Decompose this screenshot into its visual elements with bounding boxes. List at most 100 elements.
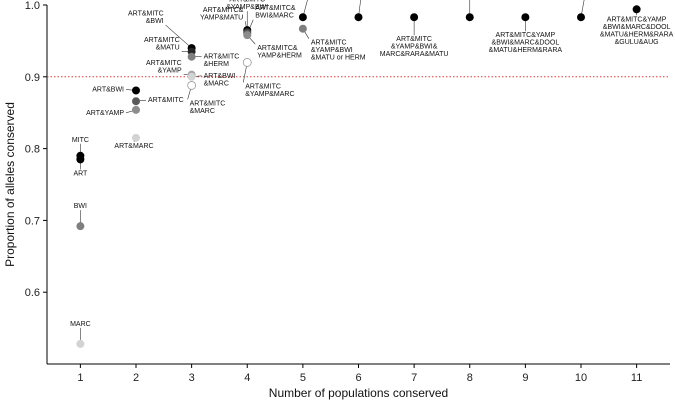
- point-label-line: &BWI: [146, 18, 164, 25]
- label-leader: [302, 0, 308, 18]
- point-label-line: &MATU or HERM: [311, 55, 366, 62]
- point-label-line: YAMP&MATU: [200, 14, 243, 21]
- data-point: [187, 52, 196, 61]
- point-label-line: MARC&RARA&MATU: [380, 51, 449, 58]
- data-point: [354, 13, 363, 22]
- data-point: [577, 13, 585, 22]
- data-point: [76, 339, 85, 348]
- label-leader: [165, 24, 192, 49]
- point-label: ART&MITC& YAMP&MATU: [200, 7, 244, 22]
- point-label: ART&MITC&YAMP &BWI&MARC&DOOL &MATU&HERM&RA…: [600, 16, 674, 45]
- point-label-line: &HERM: [204, 61, 229, 68]
- point-label-line: ART&MITC: [146, 60, 182, 67]
- point-label-line: ART: [73, 170, 88, 177]
- point-label-line: ART&MITC: [396, 36, 432, 43]
- point-label: ART&MITC &YAMP&MARC: [245, 83, 294, 98]
- point-label-line: ART&MITC: [128, 11, 164, 18]
- data-point: [242, 58, 252, 67]
- point-label-line: ART&MITC&: [257, 45, 298, 52]
- point-label: MARC: [70, 321, 91, 328]
- data-point: [298, 24, 307, 33]
- point-label-line: &MATU&HERM&RARA: [600, 31, 674, 38]
- y-tick-label: 1.0: [25, 0, 40, 12]
- label-leader: [580, 0, 585, 18]
- data-point: [298, 13, 307, 22]
- point-label: ART&YAMP: [86, 110, 124, 117]
- x-axis-title: Number of populations conserved: [269, 386, 448, 400]
- data-point: [132, 133, 140, 142]
- point-label-line: ART&MITC: [245, 83, 281, 90]
- point-label-line: &MATU: [156, 45, 180, 52]
- point-label-line: &MARC: [190, 108, 215, 115]
- point-label-line: &MARC: [204, 80, 229, 87]
- point-label-line: &YAMP&MARC: [245, 91, 294, 98]
- x-tick-label: 6: [355, 372, 361, 384]
- point-label: BWI: [74, 203, 87, 210]
- y-tick-label: 0.8: [25, 144, 40, 156]
- point-label-line: MITC: [72, 137, 89, 144]
- label-leader: [358, 0, 361, 18]
- point-label-line: &BWI&MARC&DOOL: [603, 24, 671, 31]
- point-label: ART&MITC &MATU: [144, 37, 180, 52]
- x-tick-label: 3: [189, 372, 195, 384]
- point-label: ART&MITC &YAMP&BWI: [226, 0, 268, 11]
- point-label: ART&MITC &HERM: [204, 54, 240, 69]
- x-tick-label: 7: [411, 372, 417, 384]
- y-axis-title: Proportion of alleles conserved: [3, 102, 17, 267]
- x-tick-label: 4: [244, 372, 250, 384]
- point-label-line: YAMP&HERM: [257, 53, 302, 60]
- point-label-line: &BWI&MARC&DOOL: [492, 40, 560, 47]
- data-point: [76, 222, 85, 231]
- y-tick-label: 0.7: [25, 215, 40, 227]
- point-label-line: ART&MITC&: [203, 7, 244, 14]
- point-label-line: ART&MITC: [148, 97, 184, 104]
- data-point: [243, 31, 252, 40]
- point-label-line: ART&BWI: [92, 86, 124, 93]
- point-label-line: ART&MITC&: [255, 5, 296, 12]
- point-label: ART&BWI &MARC: [204, 73, 236, 88]
- point-label-line: BWI: [74, 203, 87, 210]
- point-label-line: ART&MITC: [229, 0, 265, 4]
- data-point: [521, 13, 530, 22]
- point-label-line: &YAMP&BWI&: [391, 44, 438, 51]
- point-label-line: ART&BWI: [204, 73, 236, 80]
- data-point: [76, 155, 85, 164]
- point-label: ART&MITC& BWI&MARC: [255, 5, 296, 20]
- data-points: [76, 5, 641, 348]
- point-label: MITC: [72, 137, 89, 144]
- data-point: [187, 81, 197, 90]
- data-point: [132, 105, 140, 114]
- leader-lines: [80, 0, 637, 344]
- point-label-line: ART&MITC&YAMP: [496, 32, 556, 39]
- point-label: ART&MITC &BWI: [128, 11, 164, 26]
- point-label-line: ART&MITC: [311, 40, 347, 47]
- point-label: ART&MARC: [114, 143, 153, 150]
- point-label: ART&BWI: [92, 86, 124, 93]
- point-label: ART&MITC &YAMP&BWI& MARC&RARA&MATU: [380, 36, 449, 58]
- y-tick-label: 0.9: [25, 72, 40, 84]
- data-point: [132, 97, 140, 106]
- x-tick-label: 5: [300, 372, 306, 384]
- point-label-line: &YAMP: [158, 68, 182, 75]
- point-label: ART&MITC &YAMP&BWI &MATU or HERM: [311, 40, 366, 62]
- point-label-line: ART&YAMP: [86, 110, 124, 117]
- x-tick-label: 2: [133, 372, 139, 384]
- point-label: ART&MITC: [148, 97, 184, 104]
- x-tick-label: 9: [522, 372, 528, 384]
- y-tick-label: 0.6: [25, 287, 40, 299]
- x-tick-label: 10: [575, 372, 587, 384]
- data-point: [132, 86, 140, 95]
- point-label-line: &YAMP&BWI: [311, 47, 353, 54]
- point-label-line: ART&MITC: [144, 37, 180, 44]
- point-label-line: ART&MARC: [114, 143, 153, 150]
- data-point: [465, 13, 474, 22]
- point-labels: MITC ART BWI MARC ART&BWI ART&MITC ART&YAMP ART…: [70, 0, 674, 328]
- point-label-line: ART&MITC: [204, 54, 240, 61]
- axes: 1 2 3 4 5 6 7 8 9 10 11 0.6 0.7 0.8 0.9 1.0: [25, 0, 670, 384]
- point-label-line: MARC: [70, 321, 91, 328]
- point-label: ART&MITC &MARC: [190, 100, 226, 115]
- point-label: ART&MITC &YAMP: [146, 60, 182, 75]
- point-label-line: ART&MITC&YAMP: [607, 16, 667, 23]
- point-label: ART&MITC&YAMP &BWI&MARC&DOOL &MATU&HERM&RA…: [489, 32, 563, 54]
